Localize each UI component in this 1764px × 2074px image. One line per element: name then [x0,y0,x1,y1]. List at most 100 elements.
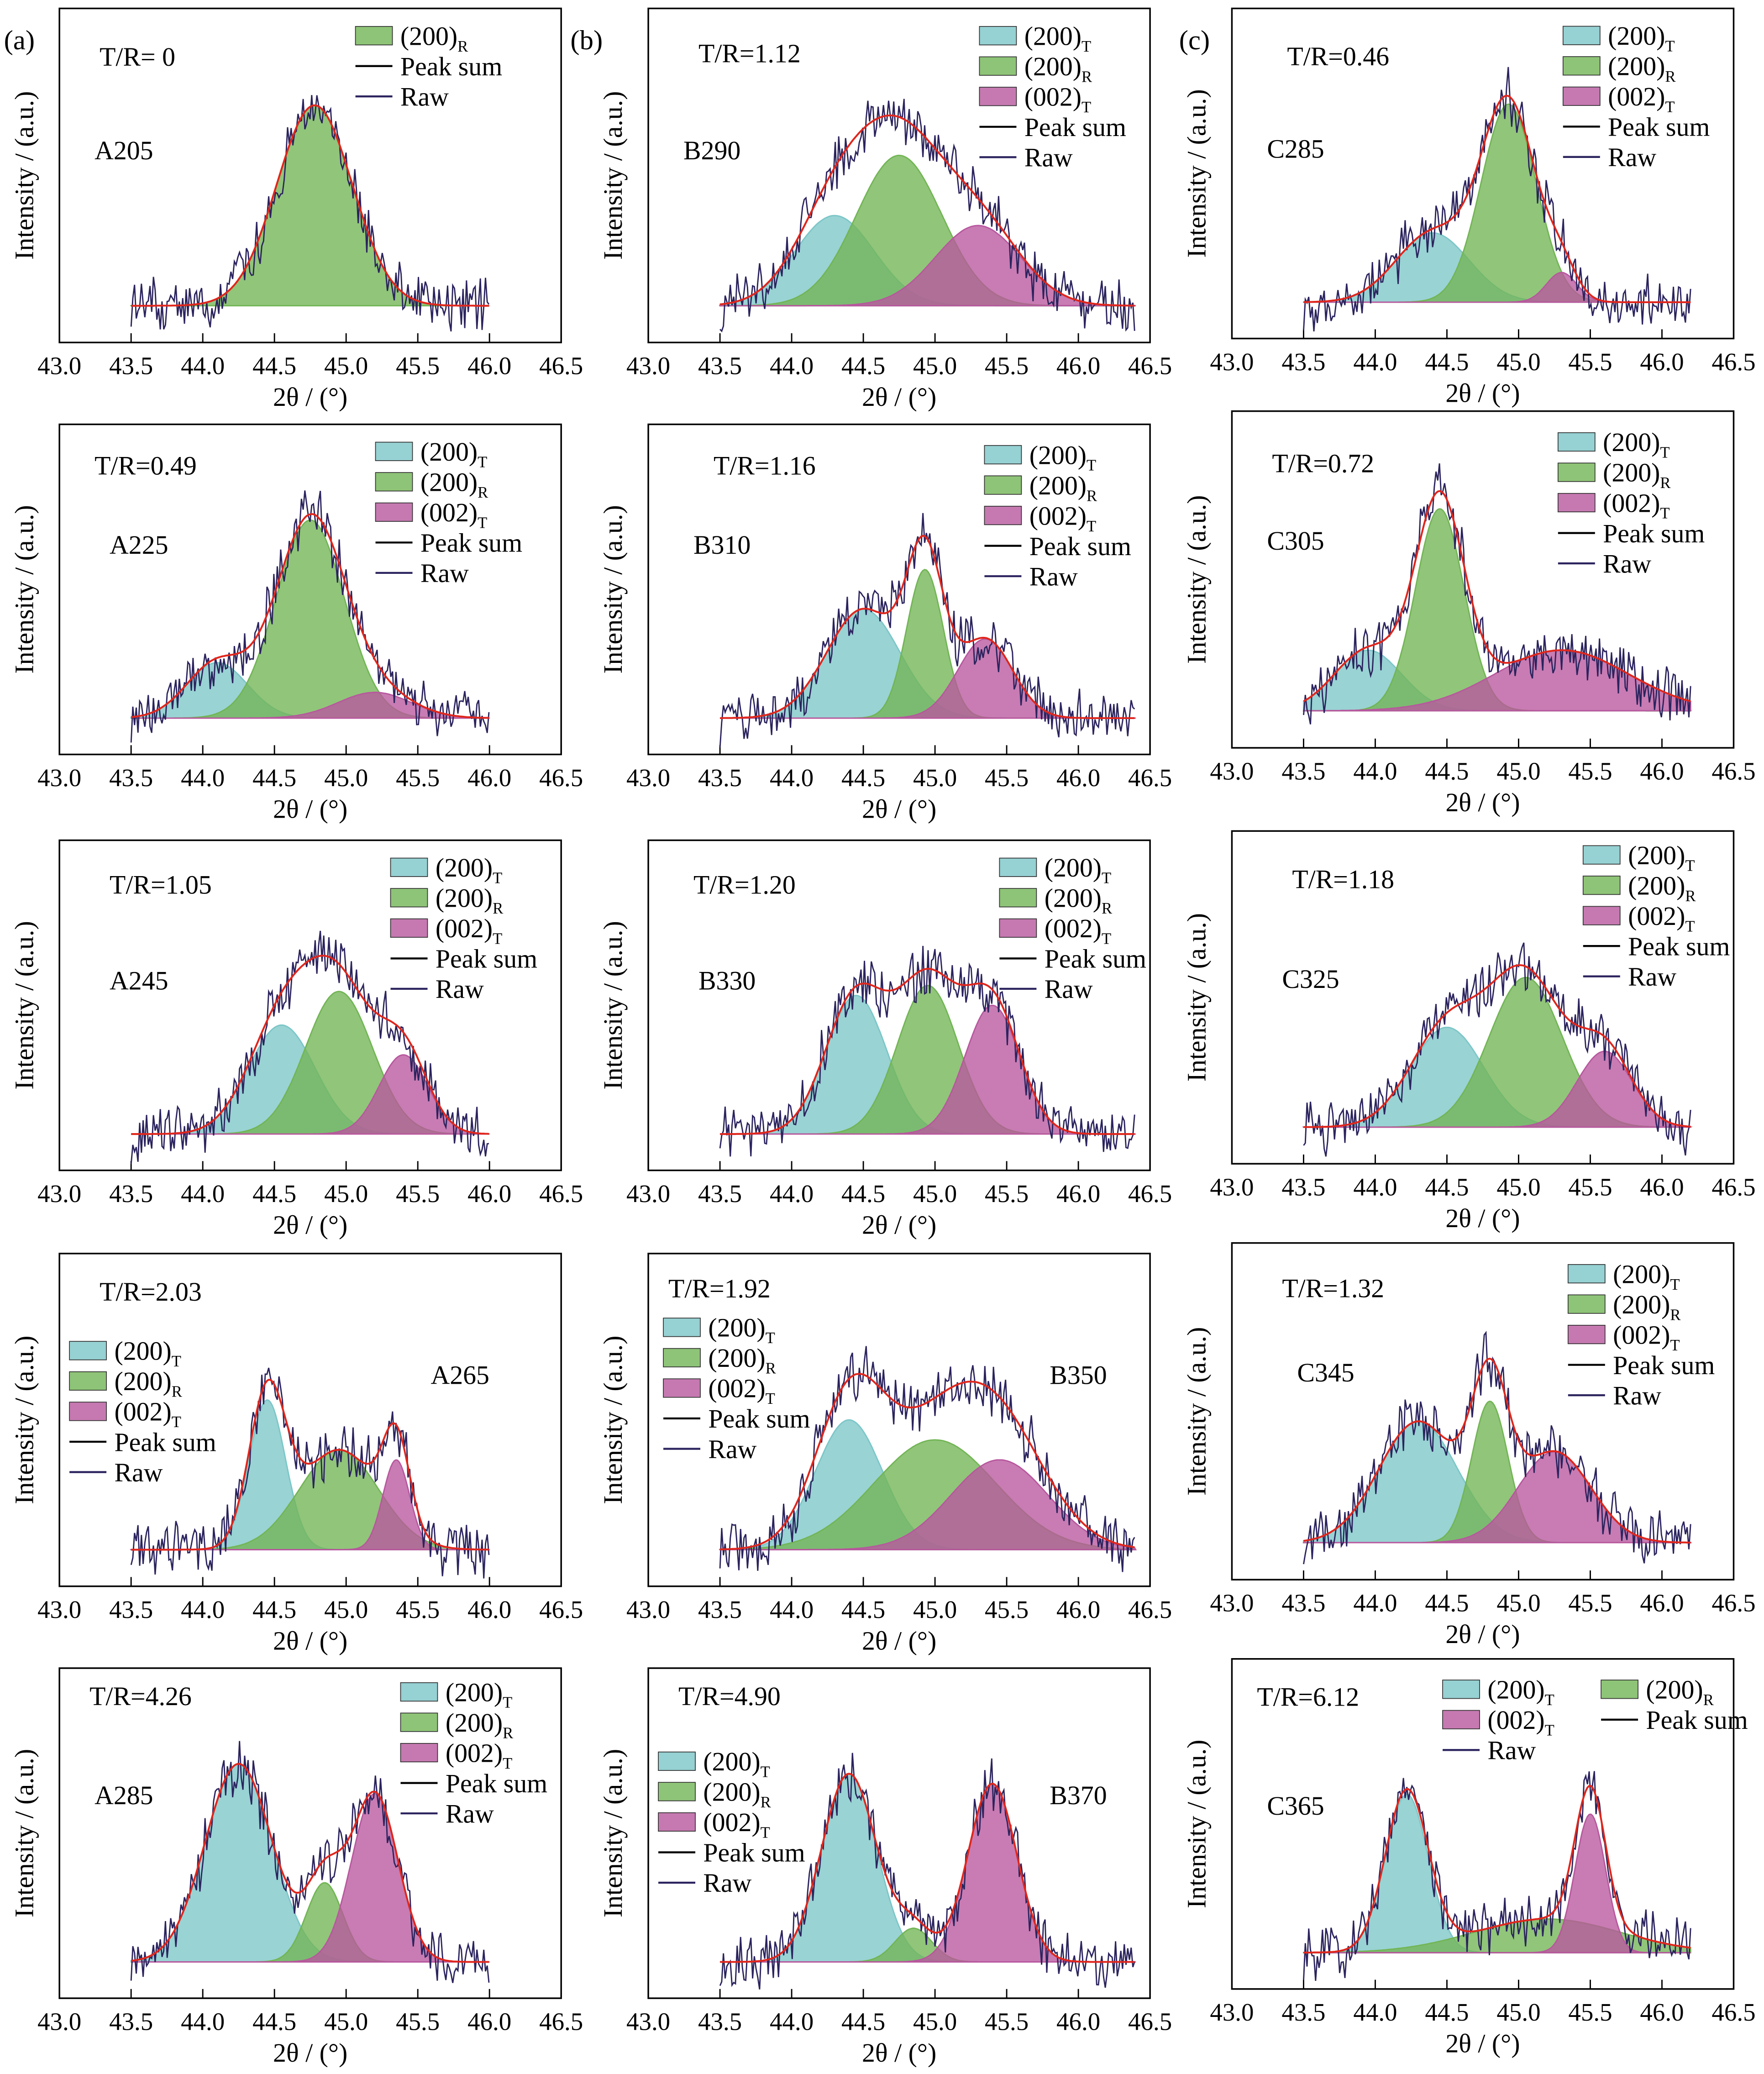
legend-label: Peak sum [1603,519,1705,548]
legend-label-main: Peak sum [1024,112,1126,142]
legend-label: (200)T [1603,427,1670,461]
legend-label-subscript: T [1545,1721,1554,1739]
x-tick-label: 45.0 [324,2007,368,2035]
x-tick-label: 45.0 [324,1596,368,1623]
sample-label: A265 [430,1360,489,1390]
legend-label: Raw [420,558,469,588]
subplot-C345: 43.0 43.5 44.0 44.5 45.0 45.5 46.0 46.5 2θ / (°)… [1182,1242,1756,1649]
x-tick-label: 46.5 [1128,352,1172,380]
legend-label: (200)R [446,1708,514,1742]
peak-sum-line [719,114,1135,307]
ratio-label: T/R=0.49 [94,451,197,480]
x-tick-label: 44.5 [1425,1173,1469,1201]
legend-item-peak_sum: Peak sum [658,1838,805,1868]
x-axis-label: 2θ / (°) [862,382,936,412]
legend-label-main: Raw [1603,549,1651,578]
legend-label-subscript: R [1670,1306,1681,1323]
legend-label-main: (200) [708,1343,765,1373]
legend-label-subscript: T [1670,1336,1680,1354]
legend-label: Raw [708,1434,756,1464]
legend-item-R200: (200)R [1567,1290,1681,1323]
legend-color-swatch [390,888,428,908]
legend-label: Raw [446,1799,494,1828]
legend-label-subscript: T [493,869,502,887]
ratio-label: T/R=2.03 [100,1277,202,1307]
x-tick-label: 45.5 [985,764,1029,792]
y-axis-label: Intensity / (a.u.) [598,505,628,673]
legend-label-main: (200) [446,1708,503,1738]
x-tick-label: 44.0 [1353,1173,1397,1201]
legend-item-R200: (200)R [1601,1675,1714,1709]
plot-frame [58,7,562,343]
legend-label-main: (200) [1045,853,1102,882]
x-tick-label: 43.5 [1281,1173,1325,1201]
legend-item-T200: (200)T [1562,21,1675,55]
legend-label-main: (002) [1029,501,1087,530]
subplot-B330: 43.0 43.5 44.0 44.5 45.0 45.5 46.0 46.5 2θ / (°)… [598,839,1172,1239]
x-tick-label: 43.5 [698,1596,742,1623]
legend-label-subscript: R [1703,1691,1714,1709]
x-tick-label: 46.0 [1056,764,1100,792]
legend-label-main: Raw [1024,143,1073,173]
y-axis-label: Intensity / (a.u.) [1182,913,1212,1082]
x-tick-label: 46.0 [1640,1998,1684,2026]
ratio-label: T/R=1.92 [668,1274,771,1303]
legend-label-main: (002) [436,914,493,943]
ratio-label: T/R=1.16 [714,451,816,480]
legend-label: (200)T [1029,440,1096,474]
x-tick-label: 43.0 [626,764,670,792]
legend-item-R200: (200)R [375,467,488,501]
legend-item-T002: (002)T [1562,82,1675,116]
x-tick-label: 45.0 [1496,348,1540,376]
legend-label-main: Peak sum [1608,112,1710,142]
legend-label: Raw [1628,962,1676,992]
x-tick-label: 45.5 [1568,757,1612,785]
raw-data-line [130,95,490,332]
legend-label-subscript: T [1660,504,1670,522]
raw-data-line [130,930,489,1165]
legend-label-main: (200) [436,883,493,913]
y-axis-label: Intensity / (a.u.) [1182,1740,1212,1908]
x-tick-label: 46.0 [467,2007,511,2035]
legend-label: Peak sum [420,528,522,558]
legend-label-main: Peak sum [1045,944,1146,974]
legend-label-main: (200) [1603,458,1660,488]
legend-label-main: Peak sum [1603,519,1705,548]
x-tick-label: 45.5 [985,1596,1029,1623]
legend-label: Peak sum [1024,112,1126,142]
x-tick-label: 46.5 [1128,764,1172,792]
x-axis-label: 2θ / (°) [273,1210,347,1239]
x-tick-label: 45.5 [396,764,440,792]
x-tick-label: 46.5 [1712,1173,1755,1201]
legend-label: Raw [1024,143,1073,173]
legend-label-main: Raw [1487,1736,1536,1765]
legend-item-peak_sum: Peak sum [979,112,1126,142]
peak-sum-line [1303,964,1691,1128]
legend-label: (002)T [446,1738,512,1772]
legend-item-peak_sum: Peak sum [400,1769,547,1798]
x-tick-label: 45.5 [1568,1998,1612,2026]
raw-data-line [130,490,490,743]
peak-sum-line [720,1773,1135,1963]
ratio-label: T/R=1.12 [698,39,801,68]
y-axis-label: Intensity / (a.u.) [9,1749,39,1917]
x-tick-label: 45.5 [1568,1589,1612,1617]
x-tick-label: 46.5 [539,2007,583,2035]
legend-label-main: Peak sum [1613,1350,1715,1380]
legend-label-main: Raw [1628,962,1676,992]
legend-label: (200)T [114,1336,181,1370]
x-tick-label: 44.0 [770,352,814,380]
ratio-label: T/R=1.20 [693,870,796,900]
x-tick-label: 45.5 [985,352,1029,380]
legend-item-T200: (200)T [1582,840,1695,874]
component-peak-R200 [130,1449,490,1550]
x-axis-label: 2θ / (°) [862,2038,936,2068]
legend-label: (002)T [436,914,502,947]
y-axis-label: Intensity / (a.u.) [9,91,39,260]
x-tick-label: 46.0 [1056,1596,1100,1623]
legend-label-main: (002) [708,1374,765,1403]
legend-label-subscript: R [457,37,468,55]
legend-color-swatch [663,1318,701,1337]
legend-label-subscript: T [766,1390,775,1407]
legend-label: (200)R [708,1343,776,1377]
